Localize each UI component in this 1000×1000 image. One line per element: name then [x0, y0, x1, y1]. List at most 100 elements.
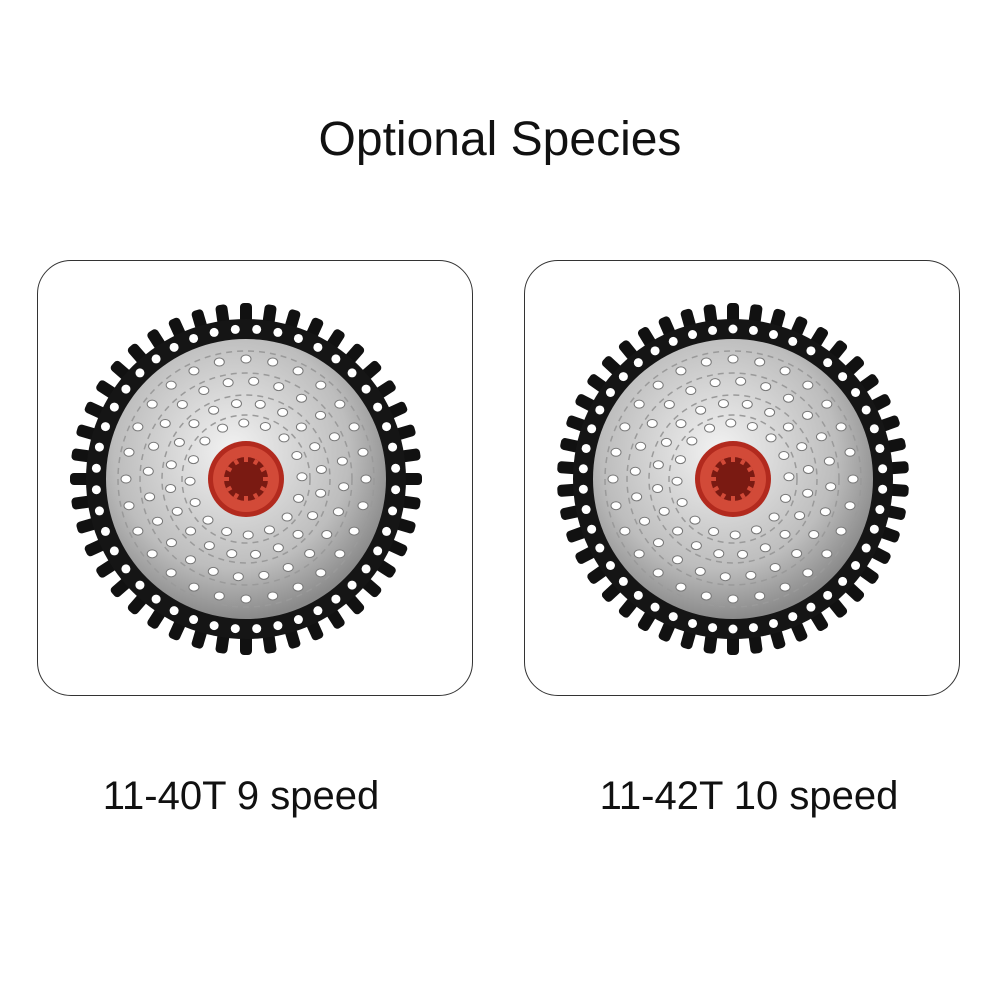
gear-hole — [633, 590, 643, 600]
gear-hole — [823, 590, 833, 600]
cog-hole — [315, 410, 327, 420]
cog-edge — [181, 414, 311, 544]
cog-hole — [741, 399, 753, 409]
cog-hole — [123, 447, 135, 457]
gear-hole — [595, 543, 605, 553]
spline — [233, 458, 240, 466]
gear-tooth — [770, 628, 786, 650]
cog-hole — [184, 555, 196, 565]
gear-tooth — [215, 633, 230, 654]
cog-hole — [222, 378, 234, 388]
cog-hole — [203, 541, 215, 551]
gear-hole — [768, 330, 778, 340]
spline — [244, 496, 248, 501]
gear-hole — [151, 594, 161, 604]
cog-hole — [729, 530, 741, 540]
cog-hole — [250, 549, 262, 559]
cog-hole — [187, 455, 199, 465]
cog-hole — [727, 354, 739, 364]
cog-hole — [291, 451, 303, 461]
gear-hole — [121, 384, 131, 394]
gear-hole — [708, 623, 718, 633]
cog-hole — [765, 433, 777, 443]
cog-hole — [686, 436, 698, 446]
gear-hole — [189, 615, 199, 625]
gear-hole — [869, 424, 879, 434]
spline — [225, 485, 233, 492]
cog-hole — [746, 421, 758, 431]
cog-hole — [717, 399, 729, 409]
gear-hole — [373, 546, 383, 556]
spline — [711, 477, 716, 481]
gear-hole — [313, 342, 323, 352]
gear-tooth — [703, 633, 718, 654]
cog-hole — [188, 582, 200, 592]
cog-hole — [719, 572, 731, 582]
gear-hole — [151, 354, 161, 364]
gear-hole — [209, 327, 219, 337]
cog-edge — [139, 372, 353, 586]
cog-hole — [267, 357, 279, 367]
cog-edge — [648, 394, 818, 564]
cassette-image — [557, 303, 909, 655]
gear-hole — [878, 464, 888, 474]
cog-hole — [663, 399, 675, 409]
gear-hole — [708, 325, 718, 335]
gear-hole — [838, 372, 848, 382]
cog-hole — [844, 447, 856, 457]
cog-hole — [610, 501, 622, 511]
cog-hole — [184, 476, 196, 486]
cog-hole — [768, 512, 780, 522]
gear-tooth — [560, 505, 581, 520]
gear-hole — [668, 336, 678, 346]
gear-hole — [788, 612, 798, 622]
cog-hole — [783, 472, 795, 482]
cog-hole — [791, 549, 803, 559]
gear-hole — [587, 524, 597, 534]
cog-hole — [676, 497, 688, 507]
cog-hole — [273, 382, 285, 392]
cog-hole — [694, 566, 706, 576]
cog-hole — [171, 506, 183, 516]
cog-hole — [700, 357, 712, 367]
cog-hole — [238, 418, 250, 428]
gear-tooth — [885, 438, 906, 453]
cog-hole — [281, 512, 293, 522]
cog-hole — [652, 568, 664, 578]
cog-hole — [357, 501, 369, 511]
cog-hole — [242, 530, 254, 540]
cog-hole — [607, 474, 619, 484]
gear-hole — [382, 526, 392, 536]
cog-hole — [272, 543, 284, 553]
cog-hole — [633, 549, 645, 559]
cog-hole — [815, 432, 827, 442]
gear-hole — [135, 580, 145, 590]
cog-hole — [646, 418, 658, 428]
cog-hole — [315, 488, 327, 498]
cog-hole — [631, 492, 643, 502]
cog-hole — [165, 484, 177, 494]
cog-hole — [802, 568, 814, 578]
cog-hole — [619, 526, 631, 536]
cog-hole — [282, 562, 294, 572]
gear-hole — [838, 576, 848, 586]
gear-hole — [230, 324, 240, 334]
cog-hole — [735, 376, 747, 386]
cog-hole — [802, 488, 814, 498]
cog-hole — [759, 543, 771, 553]
cog-hole — [610, 447, 622, 457]
cog-hole — [823, 456, 835, 466]
gear-hole — [331, 594, 341, 604]
gear-hole — [788, 336, 798, 346]
cog-hole — [123, 501, 135, 511]
cog-hole — [652, 484, 664, 494]
cog-hole — [750, 525, 762, 535]
cog-hole — [208, 405, 220, 415]
cog-hole — [825, 482, 837, 492]
spline — [731, 457, 735, 462]
gear-hole — [252, 624, 262, 634]
cog-hole — [165, 460, 177, 470]
gear-hole — [851, 387, 861, 397]
spline — [233, 492, 240, 500]
cog-hole — [189, 497, 201, 507]
